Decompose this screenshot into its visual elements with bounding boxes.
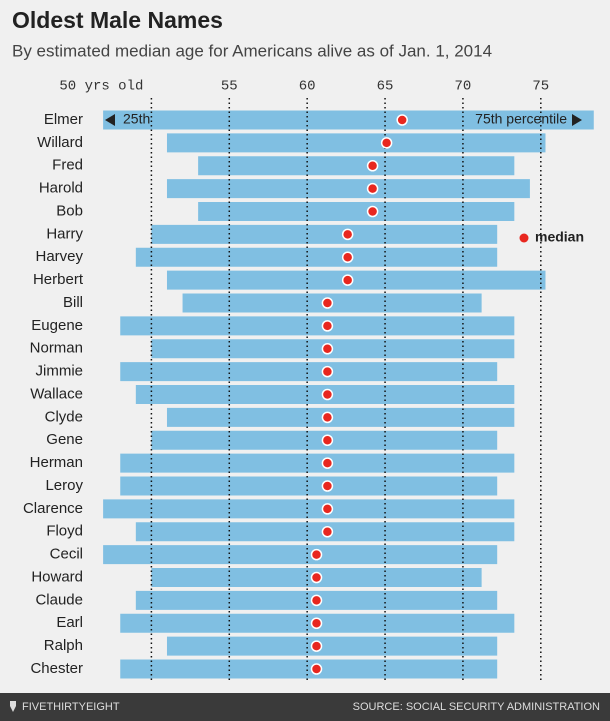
y-tick-label: Bill [63,294,83,311]
median-dot [321,434,334,446]
median-dot [310,617,323,629]
y-tick-label: Wallace [30,385,83,402]
brand: FIVETHIRTYEIGHT [22,701,120,713]
median-dot [396,114,408,126]
median-dot [321,457,334,469]
median-dot [321,388,334,401]
y-tick-label: Ralph [44,637,83,654]
median-dot [310,640,323,652]
chart-title: Oldest Male Names [12,7,223,33]
median-dot [310,663,323,675]
median-dot [366,160,379,172]
median-dot [321,480,334,492]
y-tick-label: Harold [39,180,83,197]
median-dot [321,343,334,355]
median-dot [310,594,323,607]
median-dot [380,137,393,149]
x-tick-label: 70 [455,79,472,95]
y-tick-label: Clyde [45,408,83,425]
y-tick-label: Claude [35,591,83,608]
range-bar [103,110,594,130]
x-tick-label: 75 [532,79,549,95]
range-bar [198,156,515,176]
median-dot [341,228,354,241]
median-dot [321,526,334,538]
y-tick-label: Herman [30,454,83,471]
y-tick-label: Herbert [33,271,84,288]
legend-dot [519,233,529,243]
y-tick-label: Cecil [50,546,83,563]
range-bar [120,453,515,473]
range-bar [166,133,546,153]
median-dot [321,297,334,309]
range-bar [103,499,515,519]
y-tick-label: Leroy [45,477,83,494]
y-tick-label: Norman [30,340,83,357]
x-tick-label: 50 yrs old [59,79,143,95]
median-dot [310,571,323,584]
y-tick-label: Harvey [35,248,83,265]
range-bar [198,202,515,221]
chart-subtitle: By estimated median age for Americans al… [12,41,492,60]
range-bar [120,362,498,382]
x-tick-label: 55 [221,79,238,95]
y-tick-label: Fred [52,157,83,174]
range-bar [120,316,515,336]
median-dot [310,548,323,561]
y-tick-label: Chester [30,660,83,677]
footer-bar [0,693,610,721]
y-tick-label: Bob [56,202,83,219]
median-dot [321,320,334,332]
median-dot [321,365,334,378]
y-tick-label: Howard [31,568,83,585]
range-bar [135,247,498,267]
range-bar [166,179,530,199]
x-tick-label: 60 [299,79,316,95]
y-tick-label: Floyd [46,523,83,540]
x-tick-label: 65 [377,79,394,95]
range-bar [103,545,498,565]
median-dot [366,182,379,195]
source: SOURCE: SOCIAL SECURITY ADMINISTRATION [353,701,600,713]
median-dot [341,274,354,286]
arrow-right [572,114,582,126]
median-dot [366,205,379,218]
y-tick-label: Elmer [44,111,83,128]
range-bar [166,636,498,656]
brand-logo [10,701,16,712]
arrow-left [105,114,115,126]
range-bar [166,407,515,427]
range-bar [166,270,546,290]
median-dot [341,251,354,263]
label-75th: 75th percentile [475,111,567,127]
y-tick-label: Eugene [31,317,83,334]
label-25th: 25th [123,111,150,127]
range-bar [120,476,498,496]
legend-label: median [535,229,584,245]
y-tick-label: Harry [46,225,83,242]
y-tick-label: Willard [37,134,83,151]
median-dot [321,503,334,515]
y-tick-label: Jimmie [36,363,84,380]
range-bar [120,659,498,679]
y-tick-label: Gene [46,431,83,448]
y-tick-label: Earl [56,614,83,631]
y-tick-label: Clarence [23,500,83,517]
range-bar [151,224,498,244]
median-dot [321,411,334,424]
